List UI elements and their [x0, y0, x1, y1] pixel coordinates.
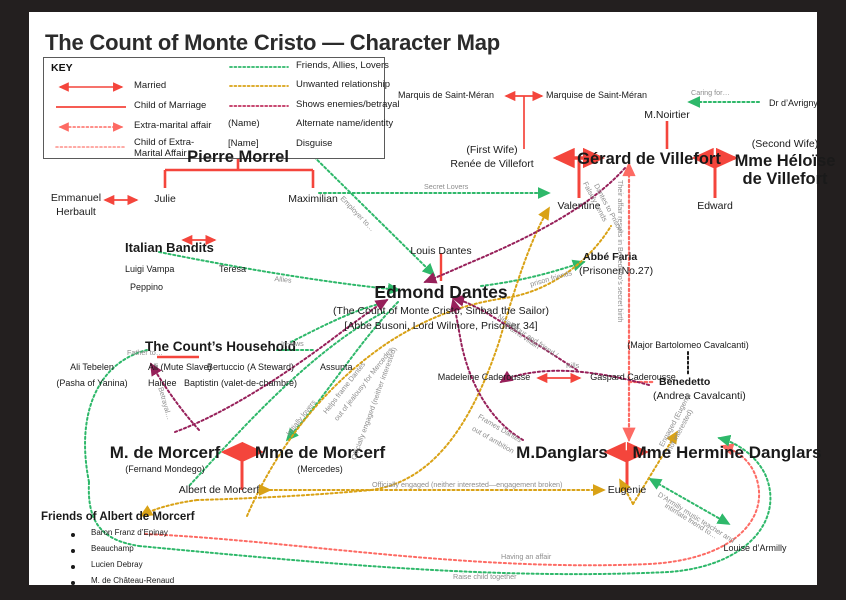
- node-ali-tebelen-l2: (Pasha of Yanina): [56, 378, 128, 388]
- node-valentine[interactable]: Valentine: [557, 200, 601, 212]
- edge-label-in-laws: In-laws: [281, 339, 304, 348]
- node-mme-de-morcerf-alt: (Mercedes): [297, 464, 343, 474]
- list-bullet: [71, 533, 75, 537]
- node-m-de-morcerf-alt: (Fernand Mondego): [125, 464, 205, 474]
- legend-label-friends: Friends, Allies, Lovers: [296, 60, 389, 71]
- node-emmanuel-herbault-l2: Herbault: [56, 206, 96, 218]
- node-peppino[interactable]: Peppino: [130, 282, 164, 292]
- legend-label-affair: Extra-marital affair: [134, 120, 212, 131]
- legend-label-disguise: Disguise: [296, 138, 333, 149]
- node-assunta[interactable]: Assunta: [320, 362, 353, 372]
- legend-title: KEY: [51, 62, 73, 74]
- node-abbe-faria[interactable]: Abbé Faria: [583, 251, 638, 263]
- node-luigi-vampa[interactable]: Luigi Vampa: [125, 264, 175, 274]
- node-louise-darmilly[interactable]: Louise d’Armilly: [723, 543, 787, 553]
- node-edward[interactable]: Edward: [697, 200, 733, 212]
- legend-swatch-married: [58, 82, 124, 92]
- node-eugenie[interactable]: Eugenie: [607, 484, 647, 496]
- legend-key: KEY Married Child of Marriage Extra-mari…: [43, 57, 400, 159]
- node-ali-tebelen-l1[interactable]: Ali Tebelen: [70, 362, 114, 372]
- node-edmond-dantes[interactable]: Edmond Dantes: [374, 282, 508, 302]
- node-m-danglars[interactable]: M.Danglars: [516, 443, 608, 462]
- node-ali-mute-slave[interactable]: Ali (Mute Slave): [148, 362, 212, 372]
- legend-label-alt-name: Alternate name/identity: [296, 118, 394, 129]
- legend-label-unwanted: Unwanted relationship: [296, 79, 391, 90]
- node-edmond-alt-names: (The Count of Monte Cristo, Sinbad the S…: [333, 305, 549, 317]
- node-dr-davrigny[interactable]: Dr d’Avrigny: [769, 98, 818, 108]
- node-benedetto-alt-major: (Major Bartolomeo Cavalcanti): [627, 340, 749, 350]
- legend-token-disguise: [Name]: [228, 138, 259, 149]
- edge-label-darmilly-l1: D’Armilly music teacher and: [656, 490, 737, 545]
- edge-label-initially-lovers: Initially lovers: [284, 398, 318, 438]
- edge-label-prison-friends: prison friends: [529, 268, 573, 289]
- node-teresa[interactable]: Teresa: [219, 264, 247, 274]
- node-mme-heloise-l1[interactable]: Mme Héloïse: [734, 152, 836, 170]
- edge-label-raise-child-together: Raise child together: [453, 572, 517, 581]
- legend-swatch-child-marriage: [56, 106, 126, 108]
- edge-label-kills: Kills: [566, 361, 580, 370]
- legend-token-alt-name: (Name): [228, 118, 260, 129]
- edge-label-secret-lovers: Secret Lovers: [424, 182, 469, 191]
- node-heloise-tag: (Second Wife): [751, 138, 819, 150]
- edge-label-employer-to: Employer to…: [338, 194, 377, 234]
- heading-counts-household: The Count’s Household: [145, 339, 296, 354]
- legend-swatch-enemies: [229, 105, 289, 107]
- list-item-chateau-renaud[interactable]: M. de Château-Renaud: [91, 576, 175, 585]
- legend-label-child-marriage: Child of Marriage: [134, 100, 207, 111]
- list-item-lucien-debray[interactable]: Lucien Debray: [91, 560, 143, 569]
- node-madeleine-caderousse[interactable]: Madeleine Caderousse: [437, 372, 531, 382]
- node-benedetto[interactable]: Benedetto: [659, 376, 711, 388]
- list-bullet: [71, 581, 75, 585]
- node-pierre-morrel[interactable]: Pierre Morrel: [187, 148, 289, 166]
- legend-label-child-affair: Child of Extra-Marital Affair: [134, 137, 195, 159]
- legend-swatch-unwanted: [229, 85, 289, 87]
- node-maximilian[interactable]: Maximilian: [288, 193, 338, 205]
- node-gerard-de-villefort[interactable]: Gérard de Villefort: [577, 150, 721, 168]
- node-abbe-faria-alt: (PrisonerNo.27): [579, 265, 654, 277]
- node-mme-hermine-danglars[interactable]: Mme Hermine Danglars: [632, 443, 822, 462]
- legend-swatch-child-affair: [55, 146, 127, 148]
- node-edmond-disguises: [Abbe Busoni, Lord Wilmore, Prisoner 34]: [344, 320, 538, 332]
- node-bertuccio[interactable]: Bertuccio (A Steward): [207, 362, 295, 372]
- edge-label-allies: Allies: [274, 274, 293, 285]
- node-m-noirtier[interactable]: M.Noirtier: [644, 109, 690, 121]
- node-louis-dantes[interactable]: Louis Dantes: [410, 245, 472, 257]
- node-baptistin[interactable]: Baptistin (valet-de-chambre): [184, 378, 298, 388]
- list-item-beauchamp[interactable]: Beauchamp: [91, 544, 134, 553]
- list-bullet: [71, 565, 75, 569]
- legend-swatch-friends: [229, 66, 289, 68]
- node-julie[interactable]: Julie: [154, 193, 176, 205]
- node-marquise-de-saint-meran[interactable]: Marquise de Saint-Méran: [546, 90, 648, 100]
- node-haidee[interactable]: Haidee: [148, 378, 177, 388]
- node-benedetto-alt-andrea: (Andrea Cavalcanti): [653, 390, 746, 402]
- edge-label-their-affair: Their affair results in Benedetto’s secr…: [616, 180, 625, 323]
- heading-friends-of-albert: Friends of Albert de Morcerf: [41, 511, 195, 523]
- edge-label-father-to: Father to…: [127, 348, 163, 357]
- edge-label-officially-engaged: Officially engaged (neither interested—e…: [372, 480, 563, 489]
- list-item-franz-depinay[interactable]: Baron Franz d’Epinay: [91, 528, 168, 537]
- diagram-page: The Count of Monte Cristo — Character Ma…: [29, 12, 835, 585]
- edge-label-having-an-affair: Having an affair: [501, 552, 552, 561]
- node-gaspard-caderousse[interactable]: Gaspard Caderousse: [590, 372, 676, 382]
- edge-label-betrayal: Betrayal…: [156, 386, 175, 421]
- legend-label-enemies: Shows enemies/betrayal: [296, 99, 400, 110]
- legend-swatch-affair: [58, 122, 124, 132]
- node-albert-de-morcerf[interactable]: Albert de Morcerf: [178, 484, 260, 496]
- node-renee-de-villefort[interactable]: Renée de Villefort: [450, 158, 534, 170]
- diagram-canvas: The Count of Monte Cristo — Character Ma…: [29, 12, 835, 585]
- heading-italian-bandits: Italian Bandits: [125, 240, 214, 255]
- page-title: The Count of Monte Cristo — Character Ma…: [45, 30, 501, 55]
- node-renee-tag: (First Wife): [466, 144, 518, 156]
- node-mme-de-morcerf[interactable]: Mme de Morcerf: [254, 443, 386, 462]
- node-marquis-de-saint-meran[interactable]: Marquis de Saint-Méran: [398, 90, 495, 100]
- list-bullet: [71, 549, 75, 553]
- edge-label-caring-for: Caring for…: [691, 88, 730, 97]
- node-m-de-morcerf[interactable]: M. de Morcerf: [109, 443, 221, 462]
- node-mme-heloise-l2: de Villefort: [742, 170, 828, 188]
- node-emmanuel-herbault-l1[interactable]: Emmanuel: [50, 192, 102, 204]
- legend-label-married: Married: [134, 80, 167, 91]
